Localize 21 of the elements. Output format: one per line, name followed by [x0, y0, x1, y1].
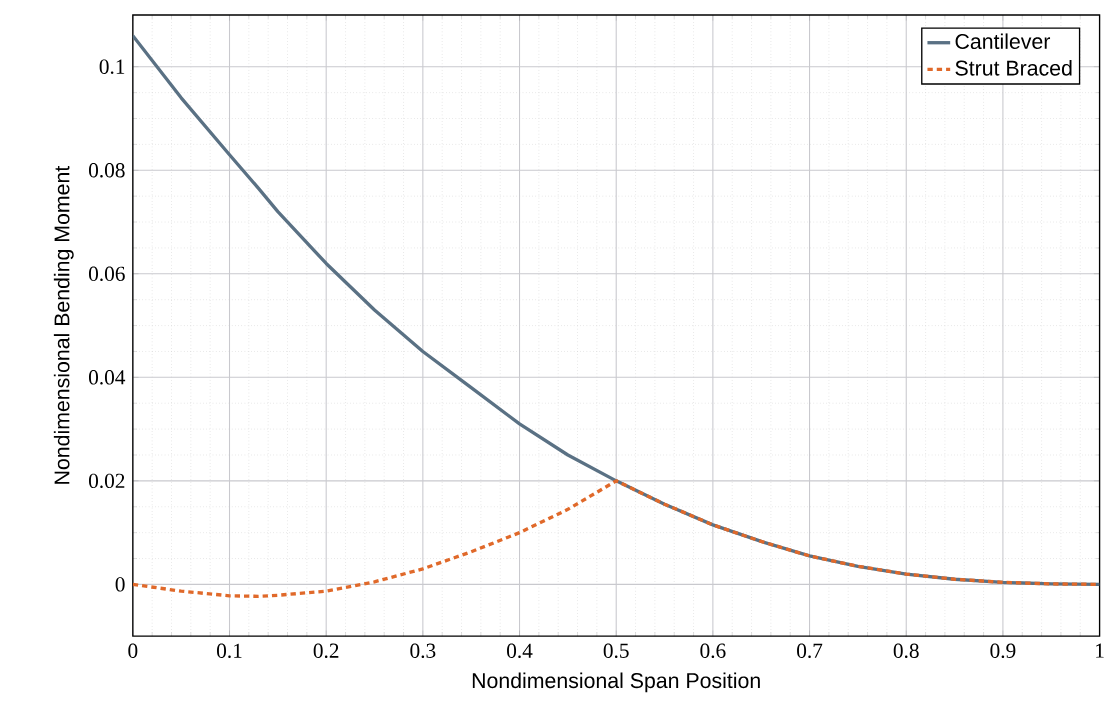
- y-tick-label: 0.08: [89, 163, 125, 178]
- x-tick-label: 0.5: [603, 643, 629, 658]
- x-tick-label: 0.7: [797, 643, 823, 658]
- x-tick-label: 1: [1096, 643, 1104, 658]
- x-tick-label: 0.9: [990, 643, 1016, 658]
- y-tick-label: 0.02: [89, 473, 125, 489]
- y-tick-label: 0.1: [99, 59, 125, 74]
- x-tick-label: 0: [128, 643, 138, 658]
- legend-label: Cantilever: [955, 33, 1051, 50]
- x-tick-label: 0.4: [507, 643, 533, 658]
- y-tick-label: 0.04: [89, 370, 126, 385]
- x-tick-label: 0.3: [410, 643, 436, 658]
- y-axis-title: Nondimensional Bending Moment: [53, 165, 74, 484]
- y-tick-label: 0.06: [89, 266, 125, 281]
- x-tick-label: 0.8: [893, 643, 919, 658]
- x-tick-label: 0.1: [217, 643, 242, 658]
- legend-label: Strut Braced: [955, 59, 1072, 76]
- x-tick-label: 0.6: [700, 643, 726, 658]
- x-axis-title: Nondimensional Span Position: [472, 672, 760, 693]
- y-tick-label: 0: [115, 577, 125, 592]
- x-tick-label: 0.2: [313, 643, 339, 658]
